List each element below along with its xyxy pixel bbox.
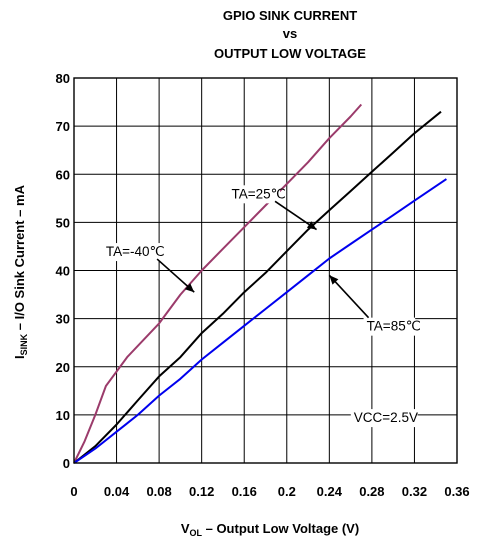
x-tick-label: 0 [70, 484, 77, 499]
title-line-1: GPIO SINK CURRENT [223, 8, 357, 23]
x-tick-label: 0.32 [402, 484, 427, 499]
x-tick-label: 0.12 [189, 484, 214, 499]
chart-title: GPIO SINK CURRENT vs OUTPUT LOW VOLTAGE [214, 8, 366, 61]
annotation-bg-3 [350, 409, 418, 428]
x-tick-label: 0.2 [278, 484, 296, 499]
annotation-arrowhead-1 [306, 221, 317, 230]
annotation-label-2: TA=85℃ [367, 319, 421, 334]
x-tick-label: 0.28 [359, 484, 384, 499]
annotation-arrowhead-0 [184, 283, 195, 293]
title-line-3: OUTPUT LOW VOLTAGE [214, 46, 366, 61]
y-axis-title: ISINK – I/O Sink Current – mA [12, 184, 29, 359]
annotation-label-0: TA=-40℃ [106, 244, 165, 259]
x-tick-label: 0.24 [317, 484, 343, 499]
x-tick-label: 0.36 [444, 484, 469, 499]
title-line-2: vs [283, 26, 297, 41]
x-tick-label: 0.16 [232, 484, 257, 499]
annotations: TA=-40℃ TA=25℃ TA=85℃ VCC=2.5V [102, 185, 421, 428]
annotation-bg-2 [363, 317, 416, 336]
annotation-leader-2 [328, 274, 370, 319]
annotation-label-1: TA=25℃ [231, 186, 285, 201]
y-tick-label: 20 [56, 360, 70, 375]
grid [74, 78, 457, 463]
y-tick-label: 0 [63, 456, 70, 471]
y-axis-title-rest: – I/O Sink Current – mA [12, 184, 27, 333]
annotation-arrowhead-2 [329, 275, 339, 285]
series-line-2 [73, 178, 447, 464]
y-tick-label: 40 [56, 264, 70, 279]
y-axis-title-main: I [12, 355, 27, 359]
x-tick-labels: 0 0.04 0.08 0.12 0.16 0.2 0.24 0.28 0.32 0.36 [70, 484, 469, 499]
annotation-label-3: VCC=2.5V [354, 410, 418, 425]
y-tick-label: 50 [56, 215, 70, 230]
series-group [73, 103, 447, 464]
y-axis-title-sub: SINK [19, 333, 29, 355]
plot-frame [73, 77, 458, 464]
annotation-bg-0 [102, 243, 163, 262]
series-line-0 [73, 103, 363, 464]
y-tick-labels: 0 10 20 30 40 50 60 70 80 [56, 71, 70, 471]
annotation-bg-1 [228, 185, 281, 204]
series-line-1 [73, 110, 442, 464]
x-axis-title-sub: OL [189, 528, 202, 538]
y-tick-label: 30 [56, 312, 70, 327]
y-tick-label: 70 [56, 119, 70, 134]
x-tick-label: 0.04 [104, 484, 130, 499]
y-tick-label: 10 [56, 408, 70, 423]
x-axis-title-rest: – Output Low Voltage (V) [202, 521, 359, 536]
x-tick-label: 0.08 [146, 484, 171, 499]
x-axis-title: VOL – Output Low Voltage (V) [181, 521, 359, 538]
x-axis-title-main: V [181, 521, 190, 536]
y-tick-label: 80 [56, 71, 70, 86]
y-tick-label: 60 [56, 167, 70, 182]
